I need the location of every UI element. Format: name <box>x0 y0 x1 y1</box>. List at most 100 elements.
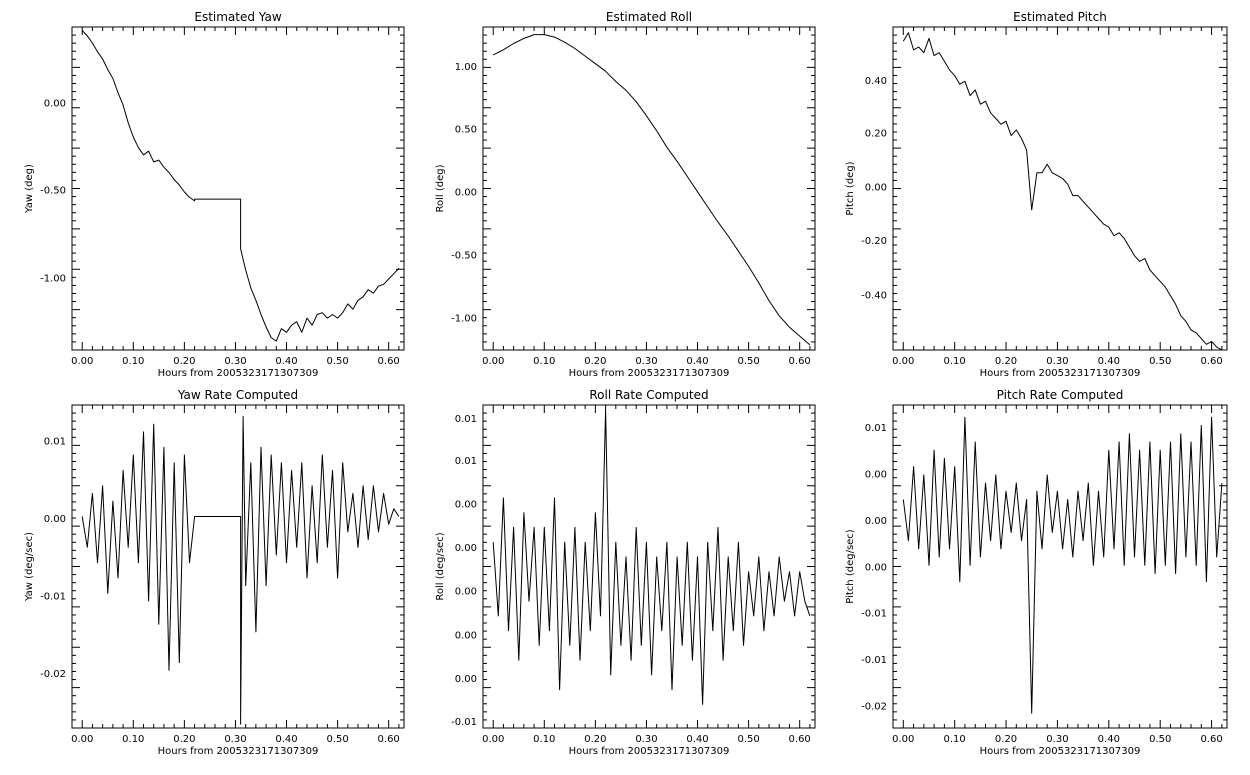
x-tick-label: 0.20 <box>584 734 606 745</box>
chart-title: Yaw Rate Computed <box>177 388 298 402</box>
x-tick-label: 0.40 <box>275 356 297 367</box>
y-tick-label: -0.01 <box>861 608 887 619</box>
y-tick-label: 0.40 <box>865 76 887 87</box>
chart-title: Pitch Rate Computed <box>997 388 1124 402</box>
x-tick-label: 0.20 <box>173 356 195 367</box>
plot-frame <box>71 26 405 351</box>
y-tick-label: 0.01 <box>455 414 477 425</box>
y-tick-label: -0.01 <box>40 592 66 603</box>
x-tick-label: 0.40 <box>1098 356 1120 367</box>
x-tick-label: 0.50 <box>737 734 759 745</box>
y-tick-label: 0.00 <box>865 183 887 194</box>
y-axis-label: Roll (deg) <box>435 164 446 212</box>
x-tick-label: 0.40 <box>1098 734 1120 745</box>
y-tick-label: -0.01 <box>861 655 887 666</box>
panel-estimated-yaw: Estimated Yaw Hours from 200532317130730… <box>24 10 405 379</box>
y-tick-label: 0.00 <box>455 587 477 598</box>
x-tick-label: 0.30 <box>1046 734 1068 745</box>
y-tick-label: -0.50 <box>40 185 66 196</box>
plot-frame <box>892 26 1228 351</box>
x-tick-label: 0.00 <box>71 356 93 367</box>
y-tick-label: -0.01 <box>451 717 477 728</box>
x-tick-label: 0.00 <box>892 734 914 745</box>
y-tick-label: 0.00 <box>865 469 887 480</box>
x-tick-label: 0.20 <box>173 734 195 745</box>
x-tick-label: 0.60 <box>378 734 400 745</box>
x-tick-label: 0.50 <box>326 356 348 367</box>
series-line <box>81 30 400 342</box>
y-tick-label: -0.02 <box>40 669 66 680</box>
y-tick-label: 0.00 <box>44 514 66 525</box>
x-axis-label: Hours from 2005323171307309 <box>158 368 319 379</box>
panel-roll-rate: Roll Rate Computed Hours from 2005323171… <box>435 388 816 757</box>
chart-title: Estimated Yaw <box>194 10 281 24</box>
y-tick-label: -0.20 <box>861 236 887 247</box>
x-tick-label: 0.30 <box>635 734 657 745</box>
x-tick-label: 0.60 <box>1200 356 1222 367</box>
panel-estimated-pitch: Estimated Pitch Hours from 2005323171307… <box>845 10 1228 379</box>
x-tick-label: 0.60 <box>1200 734 1222 745</box>
y-tick-label: 1.00 <box>455 62 477 73</box>
y-tick-label: 0.01 <box>865 423 887 434</box>
plot-frame <box>71 404 405 729</box>
chart-title: Estimated Roll <box>606 10 692 24</box>
x-tick-label: 0.20 <box>584 356 606 367</box>
x-axis-label: Hours from 2005323171307309 <box>158 746 319 757</box>
x-tick-label: 0.60 <box>378 356 400 367</box>
y-tick-label: -0.40 <box>861 290 887 301</box>
x-tick-label: 0.30 <box>224 734 246 745</box>
x-tick-label: 0.30 <box>224 356 246 367</box>
y-tick-label: 0.00 <box>865 516 887 527</box>
y-axis-label: Pitch (deg) <box>845 161 856 215</box>
x-axis-label: Hours from 2005323171307309 <box>569 746 730 757</box>
x-tick-label: 0.40 <box>686 356 708 367</box>
plot-frame <box>482 404 816 729</box>
y-tick-label: 0.00 <box>455 543 477 554</box>
y-tick-label: -1.00 <box>40 273 66 284</box>
series-line <box>902 416 1223 714</box>
y-tick-label: 0.00 <box>455 630 477 641</box>
panel-estimated-roll: Estimated Roll Hours from 20053231713073… <box>435 10 816 379</box>
x-tick-label: 0.00 <box>71 734 93 745</box>
x-tick-label: 0.50 <box>1149 356 1171 367</box>
x-tick-label: 0.40 <box>275 734 297 745</box>
x-tick-label: 0.40 <box>686 734 708 745</box>
series-line <box>492 34 811 346</box>
y-tick-label: 0.00 <box>455 674 477 685</box>
y-tick-label: 0.01 <box>455 456 477 467</box>
y-tick-label: 0.00 <box>455 500 477 511</box>
x-tick-label: 0.50 <box>1149 734 1171 745</box>
y-axis-label: Pitch (deg/sec) <box>845 529 856 604</box>
plot-frame <box>892 404 1228 729</box>
x-axis-label: Hours from 2005323171307309 <box>980 368 1141 379</box>
x-tick-label: 0.00 <box>482 356 504 367</box>
x-tick-label: 0.00 <box>892 356 914 367</box>
x-axis-label: Hours from 2005323171307309 <box>980 746 1141 757</box>
x-tick-label: 0.10 <box>533 356 555 367</box>
series-line <box>902 32 1223 351</box>
x-tick-label: 0.30 <box>635 356 657 367</box>
x-tick-label: 0.10 <box>533 734 555 745</box>
x-tick-label: 0.60 <box>789 356 811 367</box>
x-tick-label: 0.50 <box>326 734 348 745</box>
plot-frame <box>482 26 816 351</box>
y-tick-label: 0.50 <box>455 125 477 136</box>
x-tick-label: 0.20 <box>995 356 1017 367</box>
x-tick-label: 0.00 <box>482 734 504 745</box>
y-tick-label: -0.02 <box>861 701 887 712</box>
panel-yaw-rate: Yaw Rate Computed Hours from 20053231713… <box>24 388 405 757</box>
series-line <box>492 408 811 705</box>
x-tick-label: 0.30 <box>1046 356 1068 367</box>
x-tick-label: 0.10 <box>944 356 966 367</box>
y-axis-label: Yaw (deg/sec) <box>24 532 35 602</box>
x-tick-label: 0.50 <box>737 356 759 367</box>
y-axis-label: Yaw (deg) <box>24 164 35 214</box>
y-tick-label: 0.00 <box>455 188 477 199</box>
y-tick-label: 0.00 <box>865 563 887 574</box>
panel-pitch-rate: Pitch Rate Computed Hours from 200532317… <box>845 388 1228 757</box>
y-tick-label: 0.01 <box>44 437 66 448</box>
y-tick-label: -1.00 <box>451 314 477 325</box>
x-tick-label: 0.10 <box>944 734 966 745</box>
chart-title: Estimated Pitch <box>1013 10 1107 24</box>
